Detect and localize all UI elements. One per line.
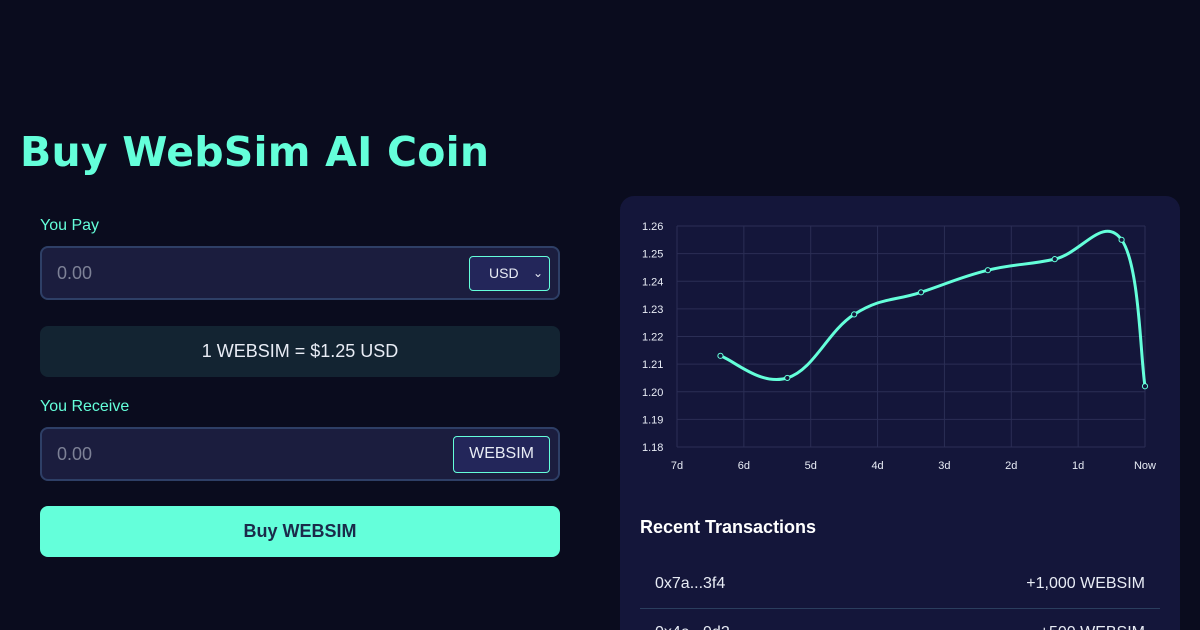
transaction-address: 0x4e...9d2 xyxy=(655,624,730,630)
price-chart: 1.18 1.19 1.20 1.21 1.22 1.23 1.24 1.25 1.26 7d 6d… xyxy=(642,221,1156,472)
y-tick-label: 1.23 xyxy=(642,304,663,316)
x-tick-label: 5d xyxy=(805,460,817,472)
you-pay-label: You Pay xyxy=(40,217,100,234)
x-tick-label: 1d xyxy=(1072,460,1084,472)
y-tick-label: 1.26 xyxy=(642,221,663,233)
y-tick-label: 1.24 xyxy=(642,276,663,288)
transaction-row: 0x4e...9d2 +500 WEBSIM xyxy=(640,609,1160,630)
x-tick-label: 3d xyxy=(938,460,950,472)
pay-amount-input[interactable] xyxy=(57,262,417,284)
buy-websim-button[interactable]: Buy WEBSIM xyxy=(40,506,560,557)
market-panel: 1.18 1.19 1.20 1.21 1.22 1.23 1.24 1.25 1.26 7d 6d… xyxy=(620,196,1180,630)
currency-select[interactable]: USD ⌄ xyxy=(469,255,550,291)
x-tick-label: Now xyxy=(1134,460,1156,472)
x-tick-label: 7d xyxy=(671,460,683,472)
transaction-list: 0x7a...3f4 +1,000 WEBSIM 0x4e...9d2 +500 WE… xyxy=(640,560,1160,630)
data-point xyxy=(917,289,925,296)
data-point xyxy=(851,311,858,318)
data-point xyxy=(784,374,791,382)
transaction-row: 0x7a...3f4 +1,000 WEBSIM xyxy=(640,560,1160,609)
y-tick-label: 1.21 xyxy=(642,359,663,371)
x-tick-label: 2d xyxy=(1005,460,1017,472)
y-tick-label: 1.19 xyxy=(642,414,663,426)
data-point xyxy=(984,267,991,274)
y-tick-label: 1.20 xyxy=(642,387,663,399)
buy-form: You Pay USD ⌄ 1 WEBSIM = $1.25 USD You R… xyxy=(40,214,560,557)
y-tick-label: 1.18 xyxy=(642,442,663,454)
recent-transactions-title: Recent Transactions xyxy=(640,517,817,537)
you-receive-label: You Receive xyxy=(40,398,130,415)
currency-select-value: USD xyxy=(489,265,519,281)
receive-input-group: WEBSIM xyxy=(40,427,560,481)
data-point xyxy=(1141,383,1149,390)
y-tick-label: 1.25 xyxy=(642,249,663,261)
x-tick-label: 6d xyxy=(738,460,750,472)
chevron-down-icon: ⌄ xyxy=(532,266,543,280)
transaction-address: 0x7a...3f4 xyxy=(655,575,726,592)
exchange-rate: 1 WEBSIM = $1.25 USD xyxy=(40,326,560,377)
pay-input-group: USD ⌄ xyxy=(40,246,560,300)
data-point xyxy=(1118,236,1125,243)
transaction-amount: +500 WEBSIM xyxy=(1040,624,1145,630)
data-point xyxy=(717,352,724,359)
x-tick-label: 4d xyxy=(871,460,883,472)
page-title: Buy WebSim AI Coin xyxy=(20,128,490,176)
receive-amount-input[interactable] xyxy=(57,443,417,465)
token-badge: WEBSIM xyxy=(453,435,550,473)
data-point xyxy=(1051,256,1058,263)
transaction-amount: +1,000 WEBSIM xyxy=(1026,575,1145,592)
y-tick-label: 1.22 xyxy=(642,332,663,344)
